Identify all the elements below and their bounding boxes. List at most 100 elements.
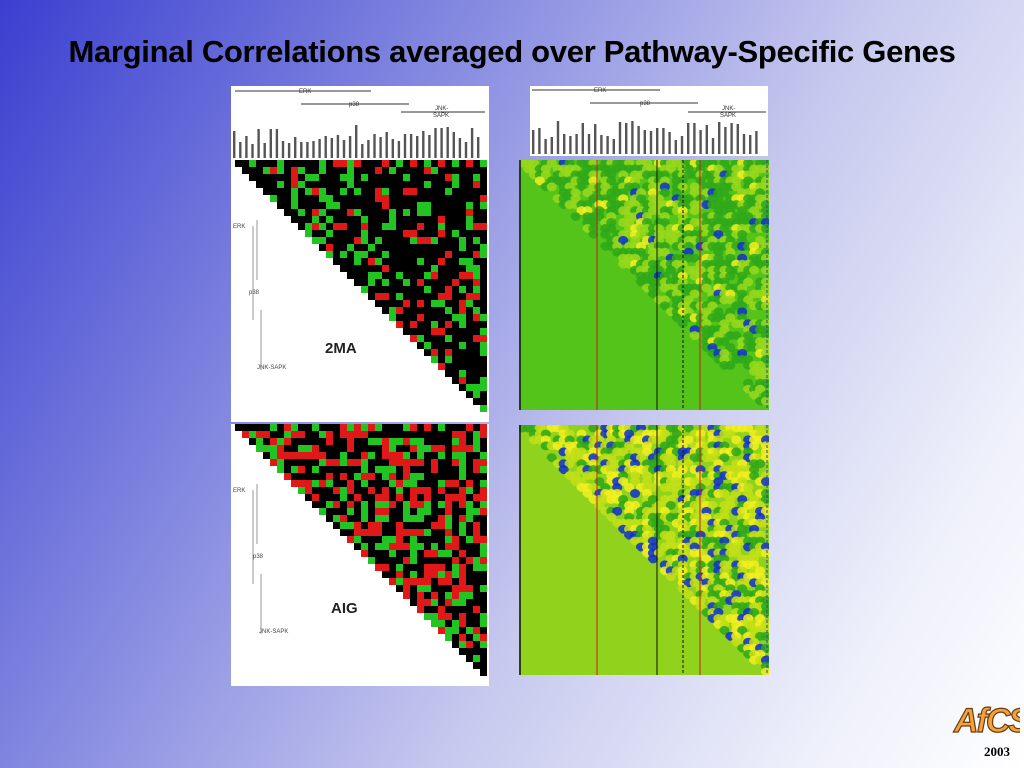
heat-cell xyxy=(382,431,389,438)
heat-cell xyxy=(340,508,347,515)
heat-cell xyxy=(417,557,424,564)
heat-cell xyxy=(473,466,480,473)
heat-blob xyxy=(725,500,736,510)
heat-cell xyxy=(319,181,326,188)
heat-cell xyxy=(445,209,452,216)
heat-cell xyxy=(473,216,480,223)
heat-cell xyxy=(389,272,396,279)
heat-cell xyxy=(312,431,319,438)
heat-cell xyxy=(389,251,396,258)
heat-cell xyxy=(396,202,403,209)
heat-cell xyxy=(333,160,340,167)
heat-blob xyxy=(659,218,670,227)
heat-cell xyxy=(361,522,368,529)
heat-cell xyxy=(480,424,487,431)
heat-cell xyxy=(473,328,480,335)
heat-cell xyxy=(298,167,305,174)
heat-cell xyxy=(445,286,452,293)
heat-cell xyxy=(466,641,473,648)
heat-cell xyxy=(431,279,438,286)
heat-cell xyxy=(473,321,480,328)
heat-cell xyxy=(403,300,410,307)
svg-text:AfCS: AfCS xyxy=(953,702,1020,740)
heat-cell xyxy=(368,445,375,452)
heat-cell xyxy=(410,314,417,321)
gene-tick xyxy=(674,140,677,154)
heat-cell xyxy=(389,216,396,223)
heat-cell xyxy=(424,613,431,620)
heat-cell xyxy=(410,286,417,293)
heat-cell xyxy=(382,174,389,181)
gene-name-ticks xyxy=(233,125,480,158)
heat-cell xyxy=(466,223,473,230)
heat-cell xyxy=(347,202,354,209)
heat-cell xyxy=(417,494,424,501)
heat-cell xyxy=(361,209,368,216)
heat-cell xyxy=(473,356,480,363)
heat-cell xyxy=(396,188,403,195)
heat-cell xyxy=(368,515,375,522)
heat-cell xyxy=(396,473,403,480)
heat-cell xyxy=(417,522,424,529)
heat-cell xyxy=(242,160,249,167)
heat-cell xyxy=(375,564,382,571)
gene-tick xyxy=(306,142,309,158)
heat-cell xyxy=(403,279,410,286)
heat-cell xyxy=(445,508,452,515)
heat-cell xyxy=(354,459,361,466)
heat-cell xyxy=(417,431,424,438)
heat-cell xyxy=(256,445,263,452)
heat-cell xyxy=(235,424,242,431)
heat-cell xyxy=(277,445,284,452)
heat-cell xyxy=(452,307,459,314)
heat-blob xyxy=(665,500,676,510)
heat-cell xyxy=(466,592,473,599)
heat-cell xyxy=(438,258,445,265)
heat-cell xyxy=(438,314,445,321)
heat-blob xyxy=(731,548,742,558)
heat-cell xyxy=(480,356,487,363)
heat-cell xyxy=(347,160,354,167)
heat-cell xyxy=(389,223,396,230)
gene-header-right: ERK p38 JNK- SAPK xyxy=(530,86,768,156)
heat-blob xyxy=(576,182,587,192)
heat-cell xyxy=(361,279,368,286)
heat-cell xyxy=(333,487,340,494)
heat-cell xyxy=(438,473,445,480)
heat-cell xyxy=(396,522,403,529)
heat-cell xyxy=(480,328,487,335)
heat-cell xyxy=(417,543,424,550)
heat-blob xyxy=(760,396,772,406)
gene-tick xyxy=(656,128,659,154)
gene-tick xyxy=(668,132,671,154)
gene-tick xyxy=(680,136,684,154)
heat-cell xyxy=(333,167,340,174)
heat-cell xyxy=(424,160,431,167)
heat-cell xyxy=(361,265,368,272)
heat-cell xyxy=(445,585,452,592)
heat-cell xyxy=(375,230,382,237)
heat-cell xyxy=(438,286,445,293)
heat-cell xyxy=(319,188,326,195)
heat-cell xyxy=(354,251,361,258)
heat-cell xyxy=(347,244,354,251)
heat-cell xyxy=(382,438,389,445)
heat-cell xyxy=(459,307,466,314)
heat-cell xyxy=(368,431,375,438)
heat-cell xyxy=(312,160,319,167)
heat-cell xyxy=(431,438,438,445)
heat-cell xyxy=(459,599,466,606)
heat-cell xyxy=(326,466,333,473)
heat-cell xyxy=(305,209,312,216)
heat-cell xyxy=(354,480,361,487)
heat-cell xyxy=(270,167,277,174)
heat-cell xyxy=(375,272,382,279)
heat-cell xyxy=(326,501,333,508)
heat-cell xyxy=(312,223,319,230)
heat-cell xyxy=(473,459,480,466)
heat-cell xyxy=(284,466,291,473)
gene-tick xyxy=(470,128,474,158)
heat-cell xyxy=(312,195,319,202)
heat-cell xyxy=(291,209,298,216)
heat-cell xyxy=(403,452,410,459)
